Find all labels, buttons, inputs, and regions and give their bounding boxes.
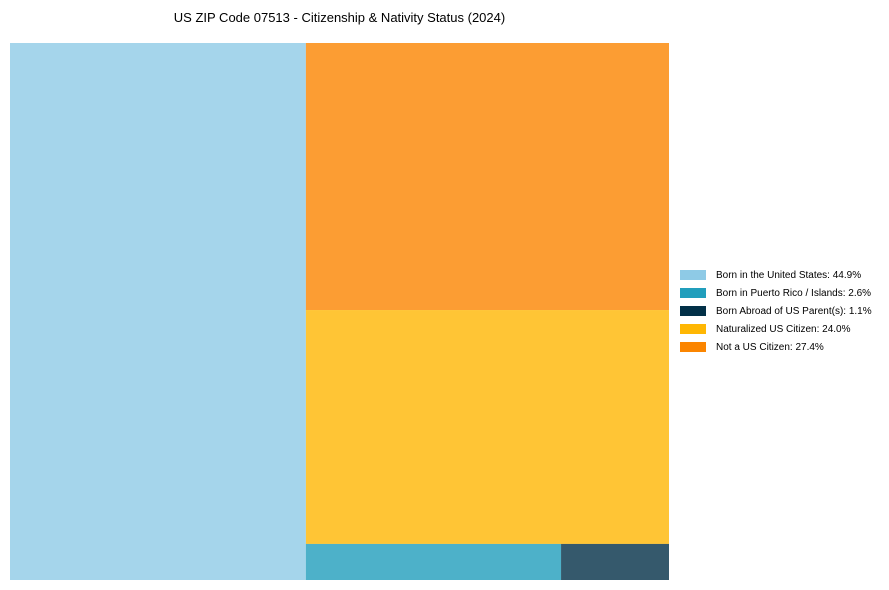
treemap-tile-naturalized-us-citizen [305, 310, 669, 544]
legend-swatch [680, 288, 706, 298]
legend-swatch [680, 324, 706, 334]
treemap-tile-born-in-the-united-states [10, 43, 306, 580]
treemap-tile-born-in-puerto-rico-islands [305, 543, 562, 580]
legend-label: Born in Puerto Rico / Islands: 2.6% [716, 287, 872, 299]
legend-swatch [680, 342, 706, 352]
treemap-tile-not-a-us-citizen [305, 43, 669, 311]
legend-item: Not a US Citizen: 27.4% [680, 338, 872, 356]
legend-item: Naturalized US Citizen: 24.0% [680, 320, 872, 338]
chart-title: US ZIP Code 07513 - Citizenship & Nativi… [173, 10, 506, 25]
legend-swatch [680, 270, 706, 280]
legend-item: Born Abroad of US Parent(s): 1.1% [680, 302, 872, 320]
legend-label: Born in the United States: 44.9% [716, 269, 862, 281]
legend-swatch [680, 306, 706, 316]
legend-label: Born Abroad of US Parent(s): 1.1% [716, 305, 872, 317]
legend-label: Naturalized US Citizen: 24.0% [716, 323, 851, 335]
treemap-tile-born-abroad-of-us-parent-s [561, 543, 669, 580]
legend-label: Not a US Citizen: 27.4% [716, 341, 824, 353]
legend: Born in the United States: 44.9% Born in… [680, 266, 872, 356]
legend-item: Born in Puerto Rico / Islands: 2.6% [680, 284, 872, 302]
legend-item: Born in the United States: 44.9% [680, 266, 872, 284]
